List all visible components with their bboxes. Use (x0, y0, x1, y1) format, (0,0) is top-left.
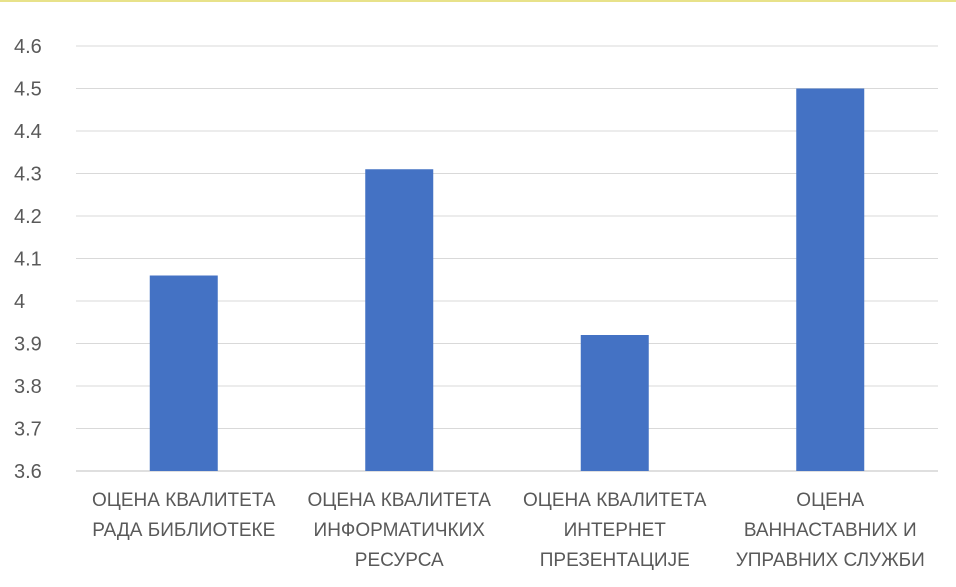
x-category-label-line: ВАННАСТАВНИХ И (744, 520, 917, 541)
x-category-label-line: ПРЕЗЕНТАЦИЈЕ (540, 550, 690, 571)
x-category-label-line: ИНФОРМАТИЧКИХ (314, 520, 486, 541)
bars (149, 88, 865, 471)
bar (796, 88, 865, 471)
x-category-label: ОЦЕНА КВАЛИТЕТА ИНТЕРНЕТ ПРЕЗЕНТАЦИЈЕ (523, 490, 707, 571)
y-tick-label: 3.7 (14, 419, 42, 441)
x-category-label-line: ИНТЕРНЕТ (564, 520, 667, 541)
bar (365, 169, 434, 471)
y-tick-label: 3.8 (14, 376, 42, 398)
gridlines (76, 45, 938, 472)
x-category-label-line: РЕСУРСА (355, 550, 444, 571)
x-category-label-line: ОЦЕНА КВАЛИТЕТА (308, 490, 492, 511)
x-category-label: ОЦЕНА КВАЛИТЕТА РАДА БИБЛИОТЕКЕ (92, 490, 276, 541)
bar (580, 335, 649, 471)
y-tick-label: 4.6 (14, 36, 42, 58)
y-tick-label: 4 (14, 291, 25, 313)
y-tick-label: 4.5 (14, 79, 42, 101)
x-category-label-line: ОЦЕНА КВАЛИТЕТА (523, 490, 707, 511)
y-tick-label: 3.6 (14, 461, 42, 483)
x-category-label-line: РАДА БИБЛИОТЕКЕ (92, 520, 275, 541)
y-tick-label: 4.2 (14, 206, 42, 228)
bar (149, 275, 218, 471)
y-tick-label: 3.9 (14, 334, 42, 356)
x-category-label-line: УПРАВНИХ СЛУЖБИ (736, 550, 925, 571)
x-category-label: ОЦЕНА КВАЛИТЕТА ИНФОРМАТИЧКИХ РЕСУРСА (308, 490, 492, 571)
y-tick-label: 4.1 (14, 249, 42, 271)
x-category-label-line: ОЦЕНА (796, 490, 864, 511)
x-category-label: ОЦЕНА ВАННАСТАВНИХ И УПРАВНИХ СЛУЖБИ (736, 490, 925, 571)
y-tick-label: 4.3 (14, 164, 42, 186)
y-tick-label: 4.4 (14, 121, 42, 143)
x-category-label-line: ОЦЕНА КВАЛИТЕТА (92, 490, 276, 511)
y-axis-tick-labels: 3.6 3.7 3.8 3.9 4 4.1 4.2 4.3 4.4 4.5 4.6 (14, 36, 42, 483)
